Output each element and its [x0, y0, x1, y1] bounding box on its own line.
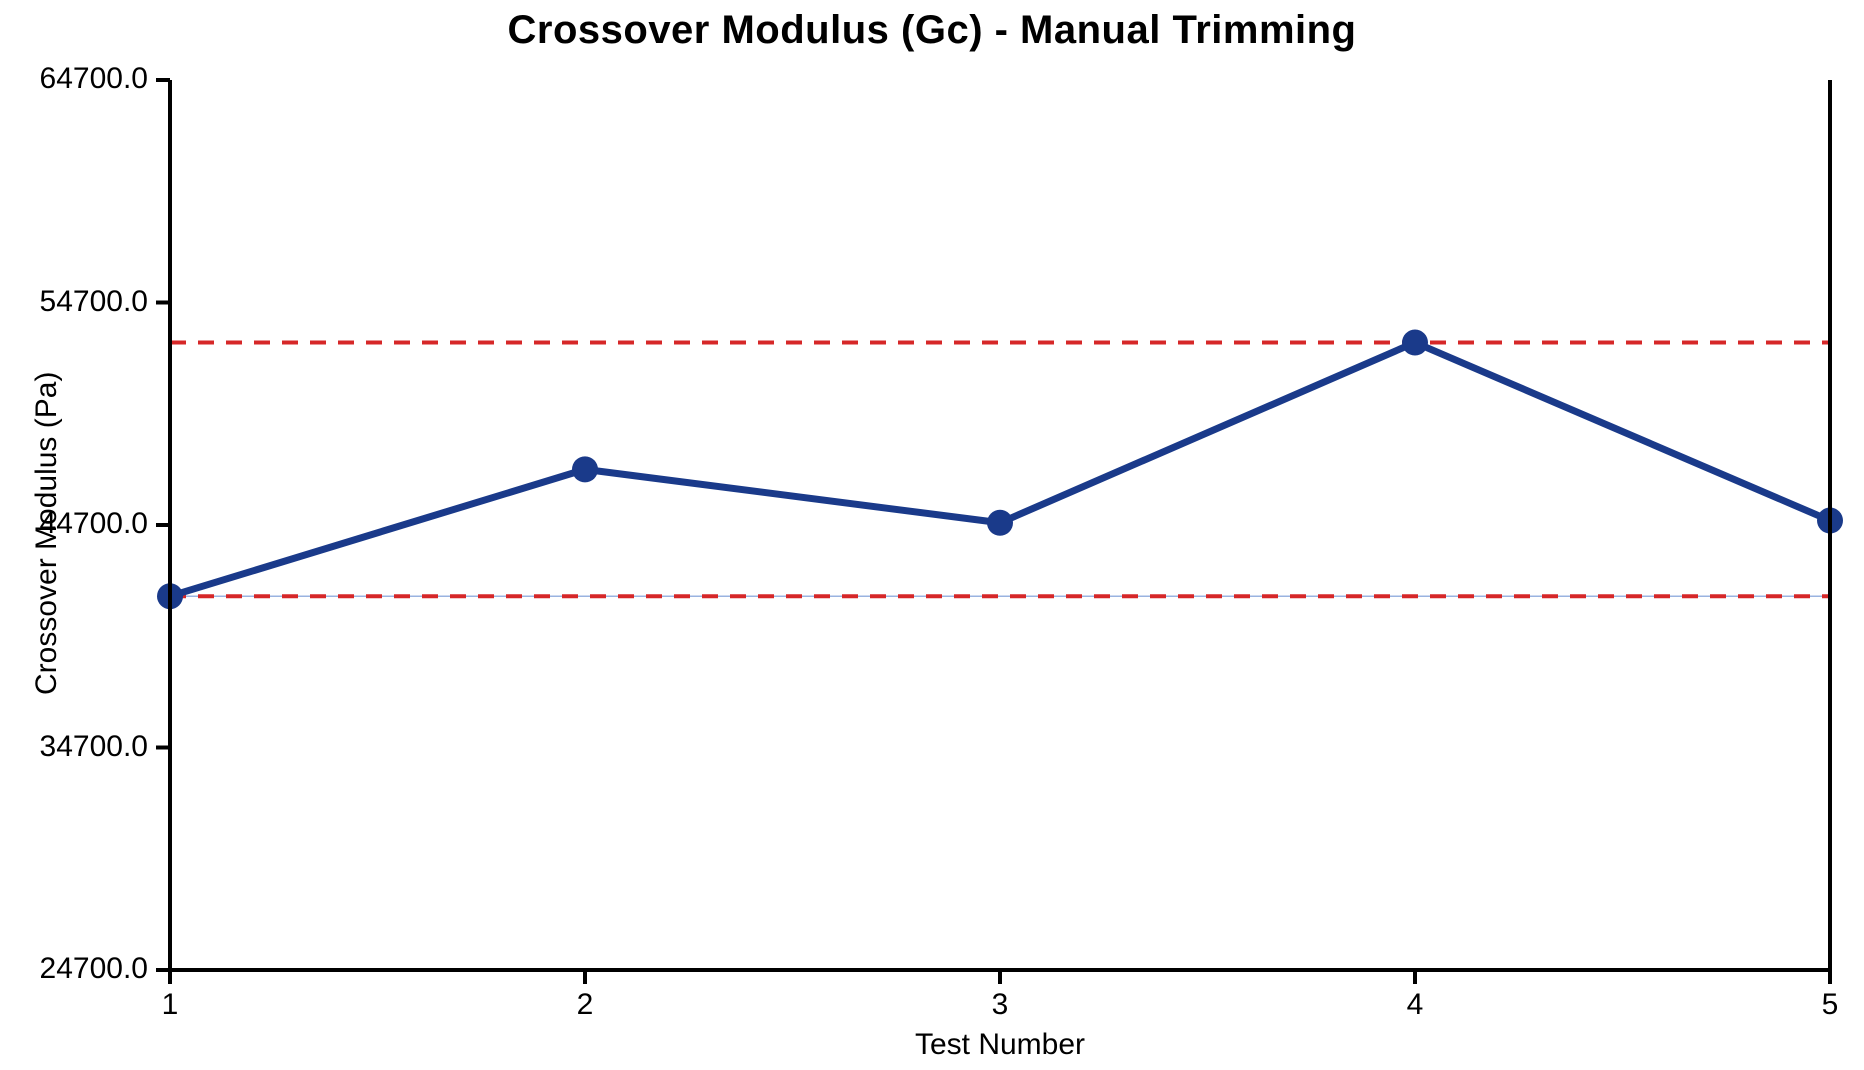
data-marker	[572, 456, 598, 482]
chart-svg	[0, 0, 1864, 1070]
x-axis-label: Test Number	[170, 1028, 1830, 1062]
data-marker	[987, 510, 1013, 536]
y-axis-label: Crossover Modulus (Pa)	[30, 372, 64, 695]
y-tick-label: 34700.0	[40, 730, 148, 764]
y-tick-label: 24700.0	[40, 952, 148, 986]
data-line	[170, 343, 1830, 597]
x-tick-label: 4	[1385, 988, 1445, 1022]
y-tick-label: 54700.0	[40, 285, 148, 319]
data-marker	[1402, 330, 1428, 356]
x-tick-label: 2	[555, 988, 615, 1022]
x-tick-label: 1	[140, 988, 200, 1022]
x-tick-label: 5	[1800, 988, 1860, 1022]
y-tick-label: 64700.0	[40, 62, 148, 96]
x-tick-label: 3	[970, 988, 1030, 1022]
chart-container: Crossover Modulus (Gc) - Manual Trimming…	[0, 0, 1864, 1070]
